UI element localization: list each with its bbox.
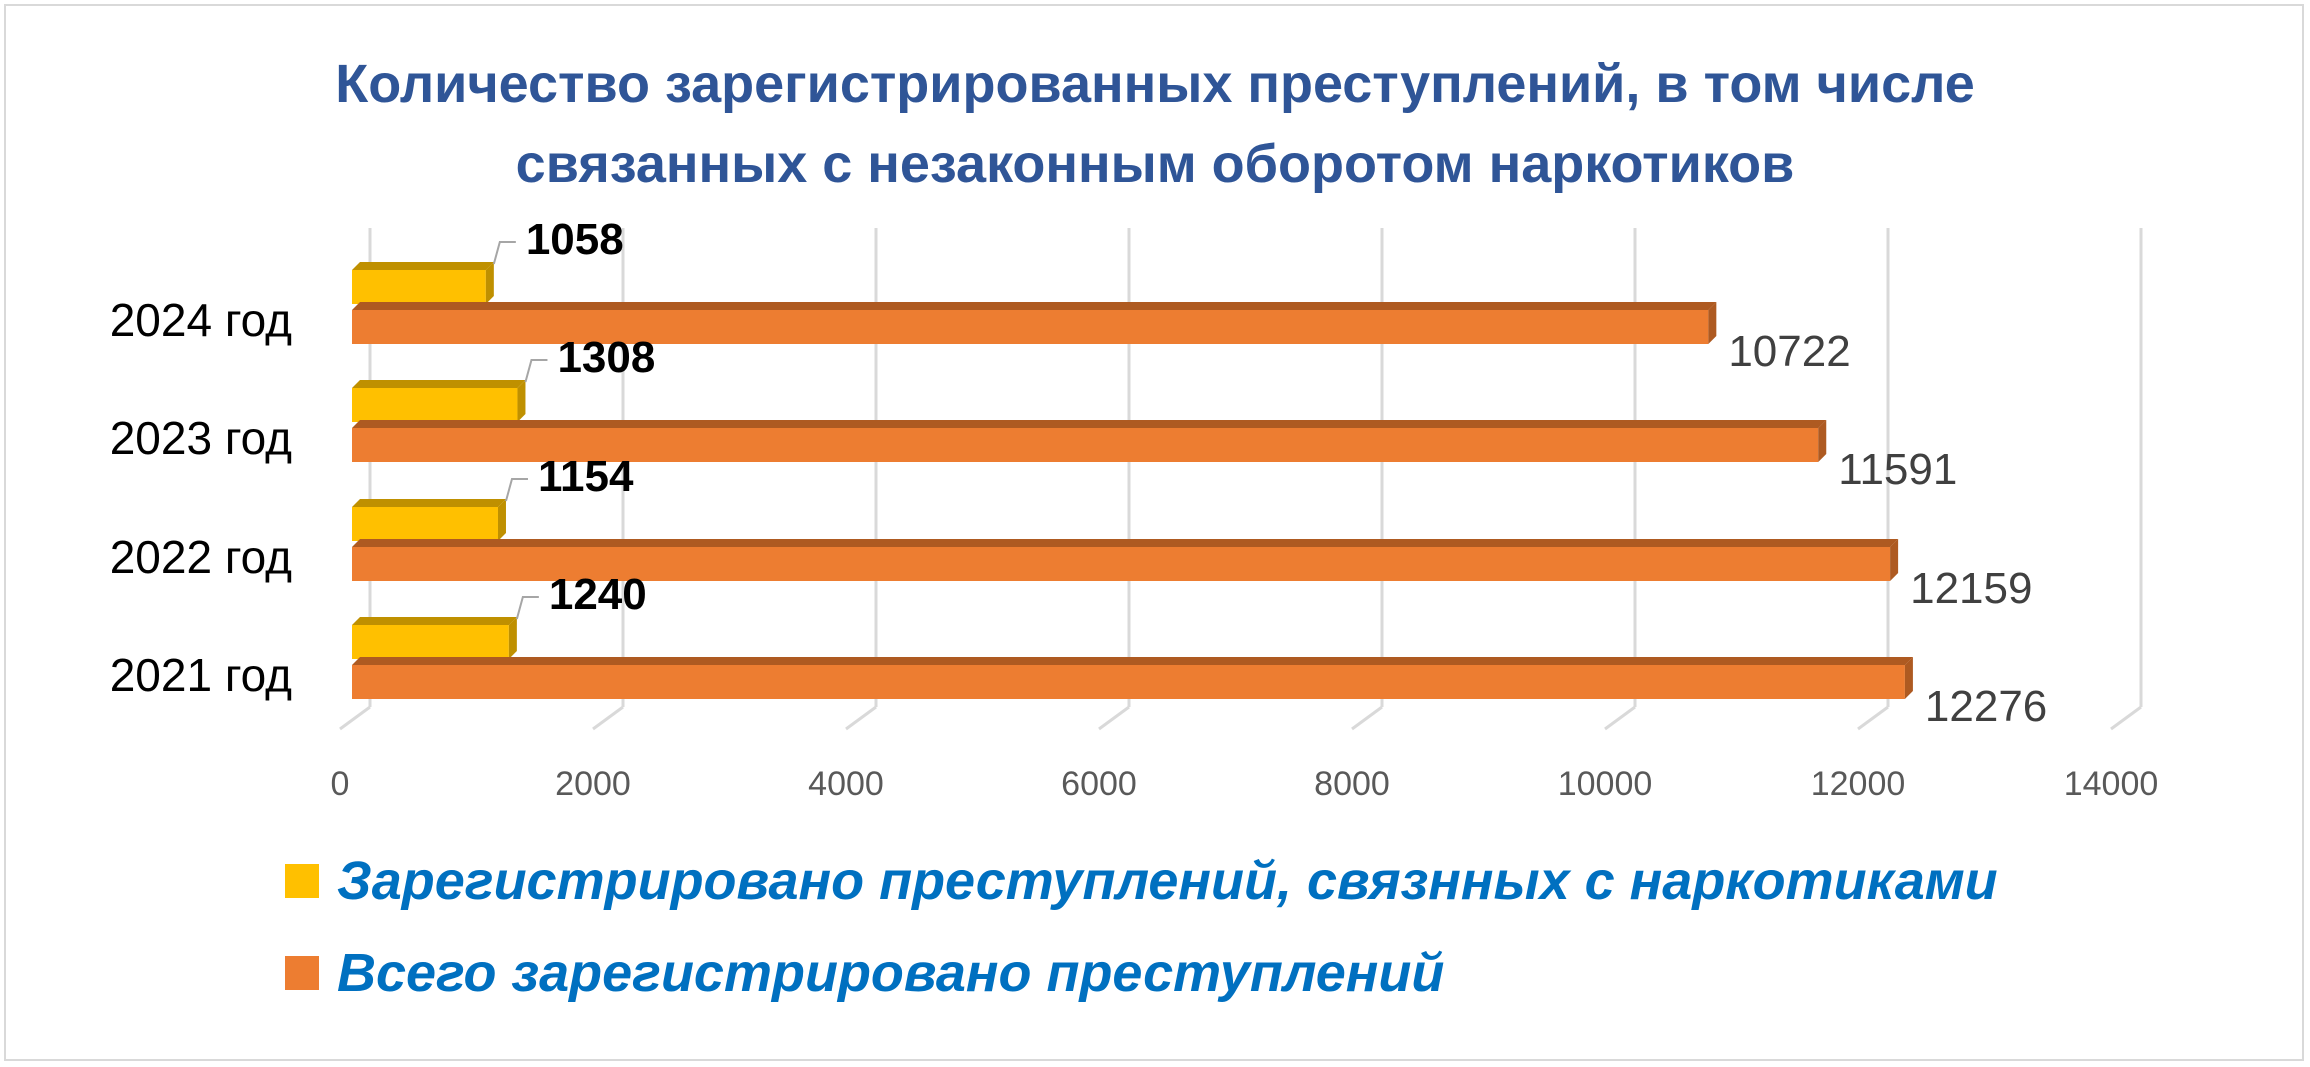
data-label-total-crimes: 11591: [1838, 445, 1957, 494]
legend-item-drug-crimes: Зарегистрировано преступлений, связнных …: [285, 850, 1998, 912]
bar-total-crimes-top: [352, 420, 1827, 428]
gridline-floor: [1604, 705, 1636, 731]
data-label-drug-crimes: 1240: [549, 570, 647, 619]
category-label: 2021 год: [110, 649, 292, 701]
bar-drug-crimes-top: [352, 380, 526, 388]
bar-drug-crimes-top: [352, 617, 517, 625]
x-tick-label: 10000: [1558, 765, 1653, 803]
legend-item-total-crimes: Всего зарегистрировано преступлений: [285, 942, 1444, 1004]
bar-total-crimes-top: [352, 302, 1717, 310]
bar-total-crimes: [352, 310, 1709, 344]
x-tick-label: 8000: [1314, 765, 1390, 803]
bar-total-crimes: [352, 547, 1891, 581]
gridline-floor: [339, 705, 371, 731]
bar-total-crimes-top: [352, 539, 1899, 547]
gridline-floor: [845, 705, 877, 731]
chart-title: Количество зарегистрированных преступлен…: [0, 44, 2310, 204]
bar-drug-crimes-side: [497, 499, 506, 541]
bar-drug-crimes: [352, 270, 486, 304]
legend-swatch-drug-crimes: [285, 864, 319, 898]
bar-drug-crimes-top: [352, 499, 506, 507]
chart-title-line-2: связанных с незаконным оборотом наркотик…: [515, 134, 1795, 194]
category-label: 2022 год: [110, 531, 292, 583]
bar-total-crimes-side: [1904, 657, 1913, 699]
legend-label-drug-crimes: Зарегистрировано преступлений, связнных …: [337, 851, 1998, 911]
x-tick-label: 14000: [2064, 765, 2159, 803]
bar-total-crimes-side: [1890, 539, 1899, 581]
legend-label-total-crimes: Всего зарегистрировано преступлений: [337, 943, 1445, 1003]
data-label-total-crimes: 10722: [1728, 327, 1850, 376]
bar-drug-crimes: [352, 388, 518, 422]
bar-drug-crimes: [352, 625, 509, 659]
data-label-total-crimes: 12276: [1925, 682, 2047, 731]
data-label-drug-crimes: 1154: [538, 452, 634, 501]
data-label-leader: [524, 359, 548, 383]
bar-total-crimes: [352, 428, 1819, 462]
bar-total-crimes-side: [1818, 420, 1827, 462]
gridline-floor: [592, 705, 624, 731]
data-label-leader: [505, 478, 528, 502]
chart-title-line-1: Количество зарегистрированных преступлен…: [335, 54, 1975, 114]
bar-drug-crimes-side: [517, 380, 526, 422]
gridline-floor: [1351, 705, 1383, 731]
gridline-floor: [2110, 705, 2142, 731]
data-label-leader: [515, 596, 539, 620]
data-label-leader: [492, 241, 516, 265]
data-label-drug-crimes: 1308: [557, 333, 655, 382]
bar-total-crimes-side: [1708, 302, 1717, 344]
category-label: 2023 год: [110, 412, 292, 464]
bar-total-crimes-top: [352, 657, 1913, 665]
gridline-floor: [1857, 705, 1889, 731]
bar-drug-crimes: [352, 507, 498, 541]
x-tick-label: 2000: [555, 765, 631, 803]
category-label: 2024 год: [110, 294, 292, 346]
bar-drug-crimes-side: [508, 617, 517, 659]
x-tick-label: 6000: [1061, 765, 1137, 803]
bar-total-crimes: [352, 665, 1905, 699]
gridline-floor: [1098, 705, 1130, 731]
bar-drug-crimes-top: [352, 262, 494, 270]
x-tick-label: 12000: [1811, 765, 1906, 803]
x-tick-label: 0: [331, 765, 350, 803]
data-label-total-crimes: 12159: [1910, 564, 2032, 613]
data-label-drug-crimes: 1058: [526, 215, 624, 264]
legend-swatch-total-crimes: [285, 956, 319, 990]
bar-drug-crimes-side: [485, 262, 494, 304]
x-tick-label: 4000: [808, 765, 884, 803]
